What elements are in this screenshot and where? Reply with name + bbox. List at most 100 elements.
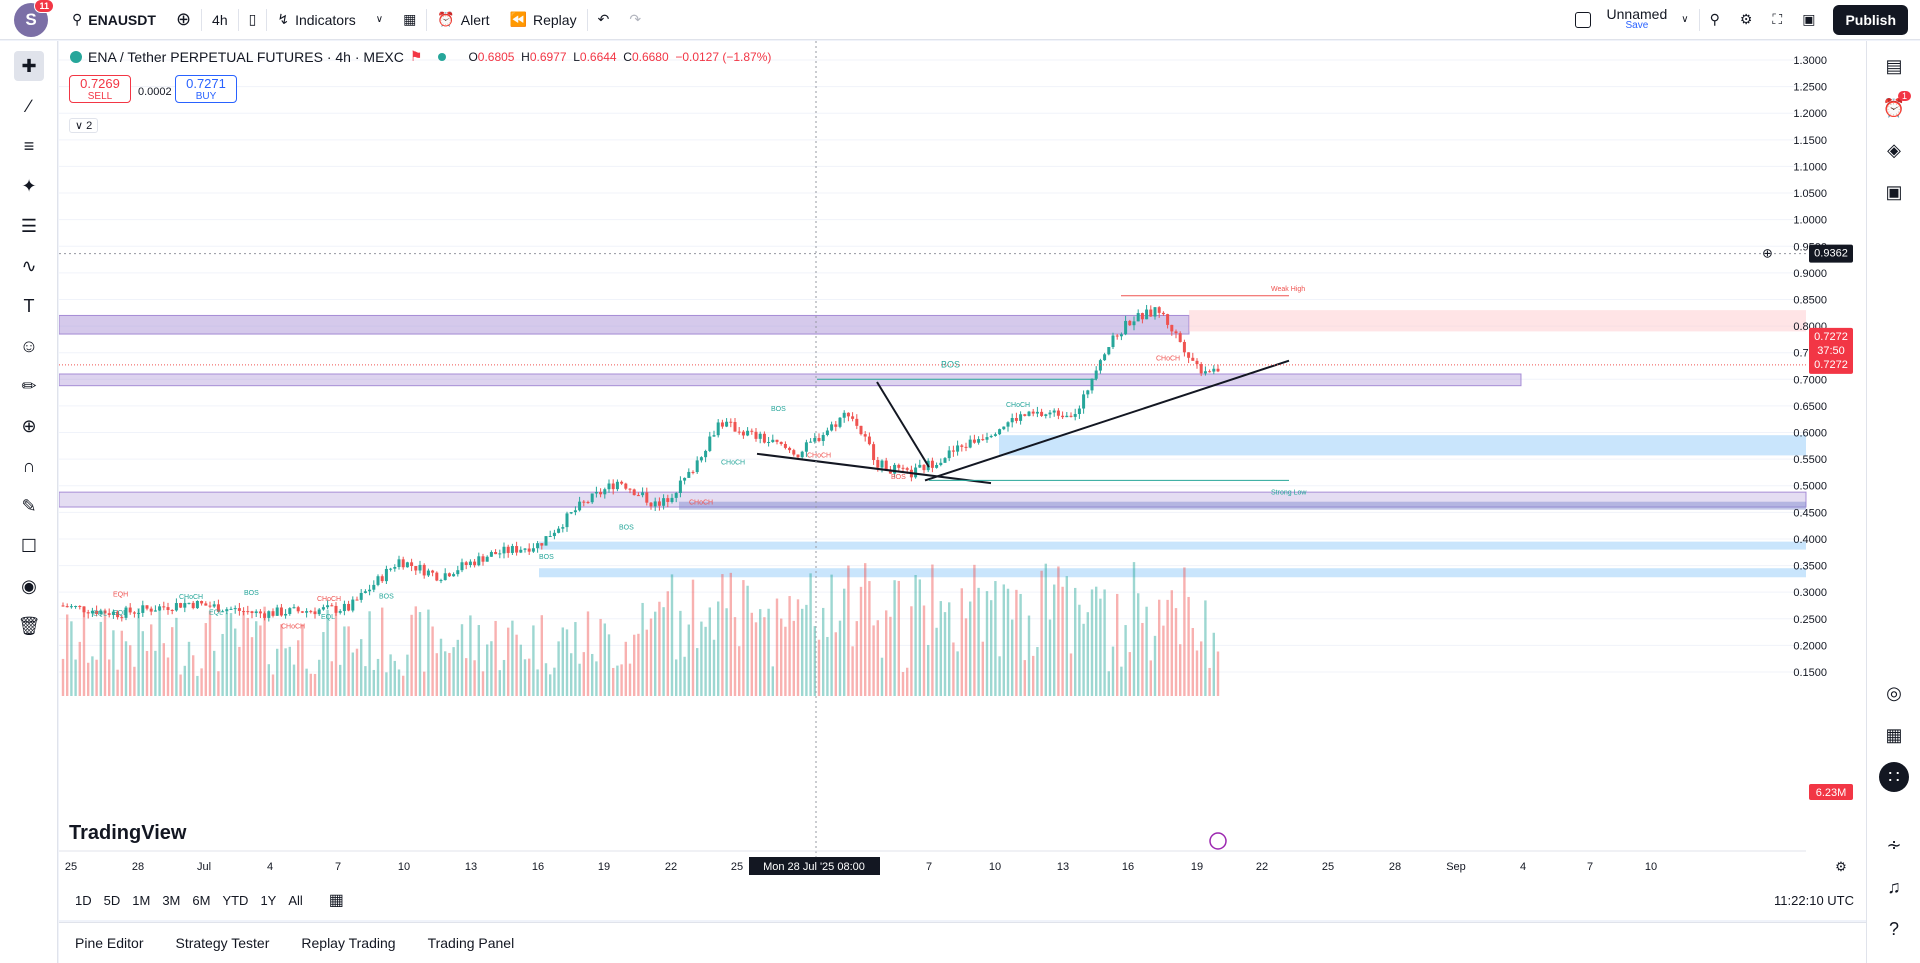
interval-button[interactable]: 4h [212, 11, 228, 28]
volume-bar [922, 605, 926, 696]
apps-icon[interactable]: ∷ [1879, 762, 1909, 792]
candle-body [477, 556, 481, 566]
timeframe-1m[interactable]: 1M [132, 892, 151, 908]
candle-body [939, 462, 943, 466]
price-axis-label: 1.3000 [1793, 55, 1827, 67]
signal-icon[interactable]: ∻ [1886, 834, 1902, 855]
magnet-icon[interactable]: ∩ [22, 455, 36, 476]
chat-icon[interactable]: ▣ [1885, 181, 1903, 202]
timeframe-all[interactable]: All [288, 892, 303, 908]
sell-button[interactable]: 0.7269 SELL [69, 75, 131, 103]
settings-button[interactable]: ⚙ [1730, 0, 1763, 40]
timeframe-1y[interactable]: 1Y [260, 892, 277, 908]
volume-bar [1044, 563, 1047, 696]
plus-circle-icon: ⊕ [175, 9, 192, 29]
indicators-button[interactable]: ↯ Indicators ∨ [277, 11, 384, 28]
timeframe-6m[interactable]: 6M [192, 892, 211, 908]
volume-bar [746, 585, 749, 696]
volume-bar [628, 663, 632, 696]
candle-body [1048, 412, 1052, 415]
candle-body [170, 610, 174, 612]
candle-body [435, 572, 439, 581]
text-icon[interactable]: T [23, 295, 35, 316]
redo-button[interactable]: ↷ [619, 0, 651, 40]
chart-area[interactable]: Weak High Strong Low BOS EQH EQL EQL CHoCH EQL B… [58, 41, 1866, 917]
chart-canvas[interactable]: Weak High Strong Low BOS EQH EQL EQL CHoCH EQL B… [58, 41, 1866, 917]
publish-button[interactable]: Publish [1833, 4, 1908, 35]
tab-strategy-tester[interactable]: Strategy Tester [175, 935, 270, 951]
timeframe-ytd[interactable]: YTD [222, 892, 249, 908]
volume-bar [137, 608, 140, 696]
volume-bar [1187, 596, 1190, 696]
target-icon[interactable]: ◎ [1886, 682, 1902, 703]
undo-button[interactable]: ↶ [588, 0, 620, 40]
pattern-icon[interactable]: ✦ [21, 175, 37, 196]
symbol-search[interactable]: ⚲ ENAUSDT [72, 11, 156, 28]
candle-body [620, 481, 624, 484]
volume-bar [906, 667, 909, 696]
volume-bar [435, 653, 438, 696]
trash-icon[interactable]: 🗑 [17, 615, 41, 636]
calendar-icon[interactable]: ▦ [1885, 724, 1903, 745]
tab-trading-panel[interactable]: Trading Panel [427, 935, 515, 951]
smc-label-choch: CHoCH [317, 596, 341, 603]
layout-button[interactable]: Unnamed Save ∨ [1565, 0, 1699, 40]
crosshair-icon[interactable]: ✚ [14, 51, 44, 81]
candle-body [817, 437, 821, 442]
candle-body [977, 439, 981, 443]
candle-body [1174, 331, 1178, 334]
tab-replay-trading[interactable]: Replay Trading [301, 935, 396, 951]
alerts-icon[interactable]: ⏰ 1 [1879, 91, 1911, 123]
lock-drawing-icon[interactable]: ✎ [21, 495, 37, 516]
bell-icon[interactable]: ♫ [1887, 876, 1901, 897]
eye-icon[interactable]: ◉ [21, 575, 37, 596]
replay-button[interactable]: ⏪ Replay [509, 11, 577, 28]
tab-pine-editor[interactable]: Pine Editor [75, 935, 144, 951]
volume-bar [431, 626, 434, 696]
last-price-tag: 0.7272 [1814, 331, 1848, 343]
timeframe-3m[interactable]: 3M [162, 892, 181, 908]
fullscreen-button[interactable]: ⛶ [1762, 0, 1792, 40]
candle-body [855, 418, 859, 426]
chart-type-button[interactable]: ▯ [239, 0, 267, 40]
volume-bar [1183, 567, 1186, 696]
snapshot-button[interactable]: ▣ [1792, 0, 1825, 40]
timeframe-5d[interactable]: 5D [103, 892, 121, 908]
time-axis-label: 10 [398, 861, 410, 873]
fib-icon[interactable]: ≡ [23, 135, 35, 156]
brush-icon[interactable]: ∿ [21, 255, 37, 276]
date-range-icon[interactable]: ▦ [328, 892, 344, 909]
indicator-collapse[interactable]: ∨ 2 [69, 118, 99, 133]
smc-label-bos: BOS [771, 406, 786, 413]
flag-icon[interactable]: ⚑ [409, 48, 423, 64]
templates-button[interactable]: ▦ [393, 0, 426, 40]
notification-badge: 11 [34, 0, 54, 13]
buy-button[interactable]: 0.7271 BUY [175, 75, 237, 103]
bos-label: BOS [941, 359, 960, 369]
zoom-in-icon[interactable]: ⊕ [21, 415, 37, 436]
compare-button[interactable]: ⊕ [166, 0, 201, 40]
candle-body [515, 546, 519, 553]
volume-bar [78, 641, 81, 696]
volume-bar [381, 607, 384, 696]
trend-line-icon[interactable]: ∕ [27, 95, 31, 116]
volume-bar [124, 641, 128, 696]
volume-bar [969, 601, 972, 696]
grid-icon: ▦ [403, 11, 417, 27]
layers-icon[interactable]: ◈ [1887, 139, 1901, 160]
candle-body [540, 543, 544, 546]
candle-body [107, 613, 111, 615]
lock-icon[interactable]: ☐ [20, 535, 38, 556]
watchlist-icon[interactable]: ▤ [1885, 55, 1903, 76]
candle-body [922, 464, 926, 471]
smc-label-bos: BOS [619, 524, 634, 531]
ruler-icon[interactable]: ✏ [21, 375, 37, 396]
alert-button[interactable]: ⏰ Alert [437, 11, 490, 28]
timeframe-1d[interactable]: 1D [75, 892, 92, 908]
help-icon[interactable]: ? [1888, 918, 1899, 939]
avatar[interactable]: S 11 [14, 0, 54, 37]
quick-search-button[interactable]: ⚲ [1700, 0, 1730, 40]
clock[interactable]: 11:22:10 UTC [1774, 892, 1854, 908]
emoji-icon[interactable]: ☺ [19, 335, 39, 356]
prediction-icon[interactable]: ☰ [20, 215, 38, 236]
